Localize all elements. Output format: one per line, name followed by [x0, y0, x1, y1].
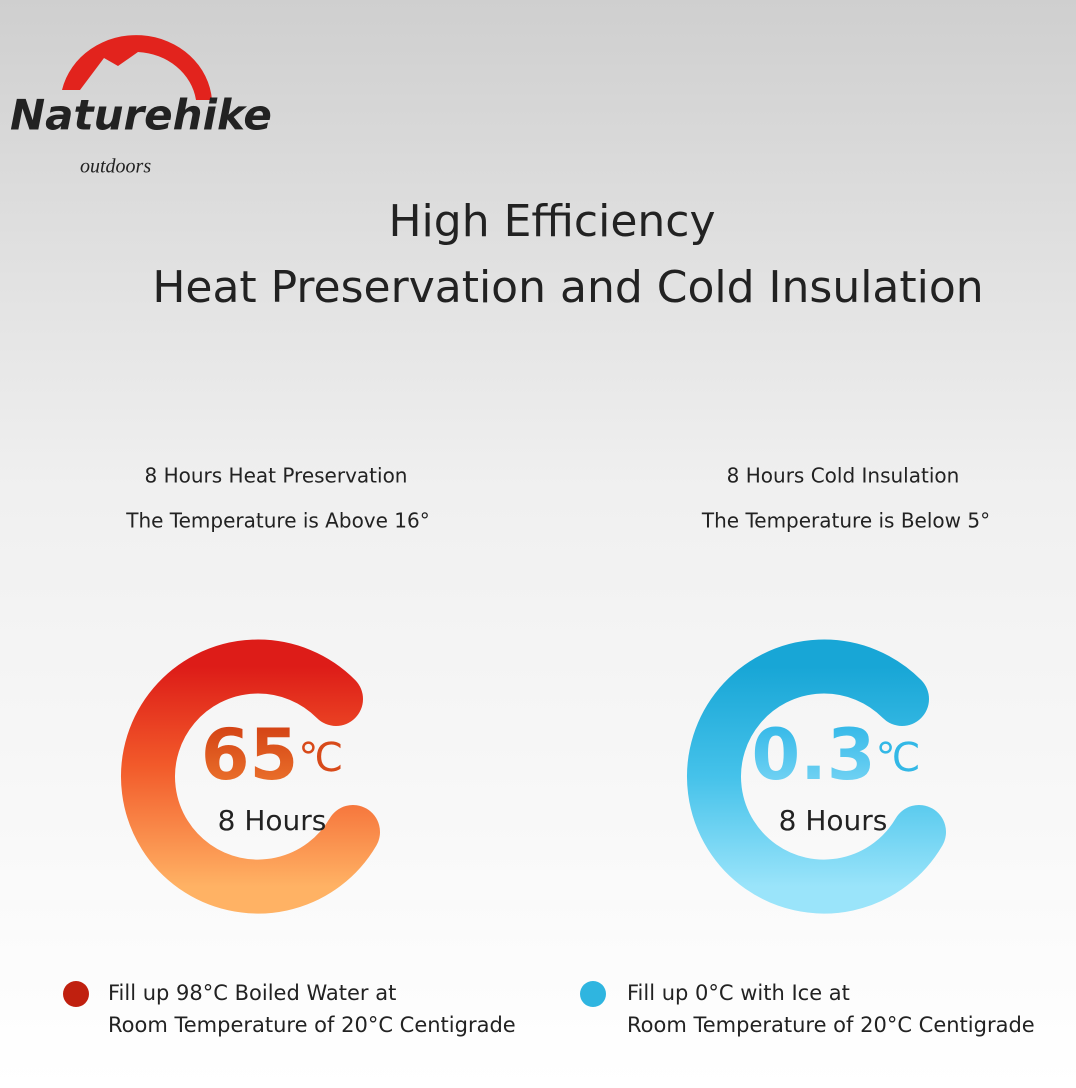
panel-subheading: The Temperature is Above 16°: [125, 509, 430, 533]
logo-arc: [62, 35, 212, 100]
note-line: Fill up 0°C with Ice at: [627, 981, 850, 1005]
panel-heading: 8 Hours Cold Insulation: [727, 464, 960, 488]
duration: 8 Hours: [218, 804, 327, 837]
brand-tagline: outdoors: [80, 156, 151, 178]
note-line: Fill up 98°C Boiled Water at: [108, 981, 396, 1005]
duration: 8 Hours: [779, 804, 888, 837]
ring: [687, 639, 946, 914]
temperature-value: 65: [201, 714, 298, 796]
temperature: 65℃: [201, 714, 343, 796]
temperature: 0.3℃: [752, 714, 921, 796]
note-line: Room Temperature of 20°C Centigrade: [627, 1013, 1035, 1037]
temperature-value: 0.3: [752, 714, 876, 796]
panel-heading: 8 Hours Heat Preservation: [145, 464, 408, 488]
panel-subheading: The Temperature is Below 5°: [701, 509, 990, 533]
bullet: [580, 981, 606, 1007]
note-line: Room Temperature of 20°C Centigrade: [108, 1013, 516, 1037]
title-line: Heat Preservation and Cold Insulation: [152, 262, 983, 313]
bullet: [63, 981, 89, 1007]
ring: [121, 639, 380, 914]
title-line: High Efficiency: [388, 196, 715, 247]
temperature-unit: ℃: [876, 735, 921, 781]
brand-name: Naturehike: [10, 91, 272, 140]
temperature-unit: ℃: [298, 735, 343, 781]
